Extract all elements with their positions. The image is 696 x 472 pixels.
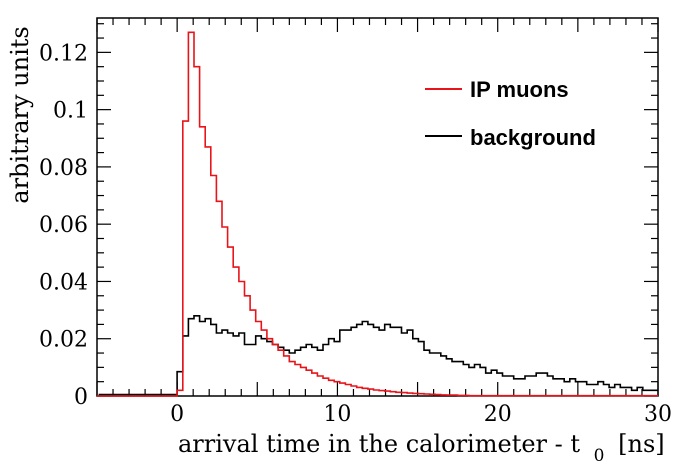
y-axis-title: arbitrary units	[6, 26, 34, 203]
x-axis-title-unit: [ns]	[618, 430, 665, 458]
y-tick-label: 0.12	[39, 41, 88, 66]
y-tick-label: 0	[74, 385, 88, 410]
tick-labels: 0 10 20 30 0 0.02 0.04 0.06 0.08 0.1 0.12	[39, 41, 672, 427]
y-tick-label: 0.04	[39, 270, 88, 295]
x-axis-title: arrival time in the calorimeter - t 0 [n…	[178, 430, 665, 467]
series-ip-muons	[97, 31, 658, 397]
legend-label-background: background	[470, 125, 596, 150]
axis-ticks	[96, 18, 659, 397]
x-tick-label: 20	[484, 402, 512, 427]
plot-frame	[96, 17, 659, 397]
legend-label-ip-muons: IP muons	[470, 77, 569, 102]
series-group	[97, 31, 658, 397]
y-tick-label: 0.06	[39, 213, 88, 238]
x-axis-title-subscript: 0	[594, 446, 605, 466]
legend: IP muons background	[425, 77, 596, 150]
x-tick-label: 30	[644, 402, 672, 427]
x-tick-label: 0	[170, 402, 184, 427]
y-tick-label: 0.1	[53, 99, 88, 124]
y-tick-label: 0.08	[39, 156, 88, 181]
x-tick-label: 10	[323, 402, 351, 427]
y-tick-label: 0.02	[39, 328, 88, 353]
series-background	[98, 315, 658, 396]
x-axis-title-main: arrival time in the calorimeter - t	[178, 430, 580, 458]
